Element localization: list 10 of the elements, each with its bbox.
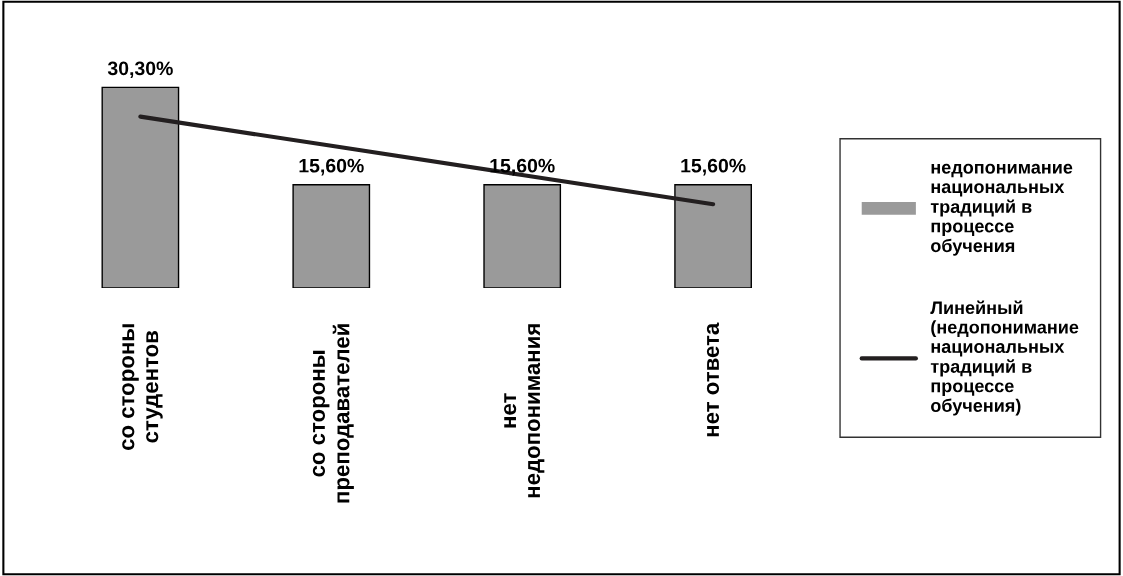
x-tick-label: со стороны преподавателей	[312, 324, 354, 503]
legend-label: недопонимание национальных традиций в процессе обучения	[930, 163, 1073, 256]
x-tick-label: нет ответа	[706, 322, 720, 437]
legend-label: Линейный (недопонимание национальных традиций в процессе обучения)	[930, 300, 1079, 416]
data-label: 30,30%	[107, 61, 173, 79]
data-label: 15,60%	[490, 158, 555, 176]
x-tick-label: со стороны студентов	[122, 324, 163, 451]
data-label: 15,60%	[681, 158, 746, 176]
data-label: 15,60%	[299, 158, 364, 176]
x-tick-label: нет недопонимания	[504, 324, 545, 498]
